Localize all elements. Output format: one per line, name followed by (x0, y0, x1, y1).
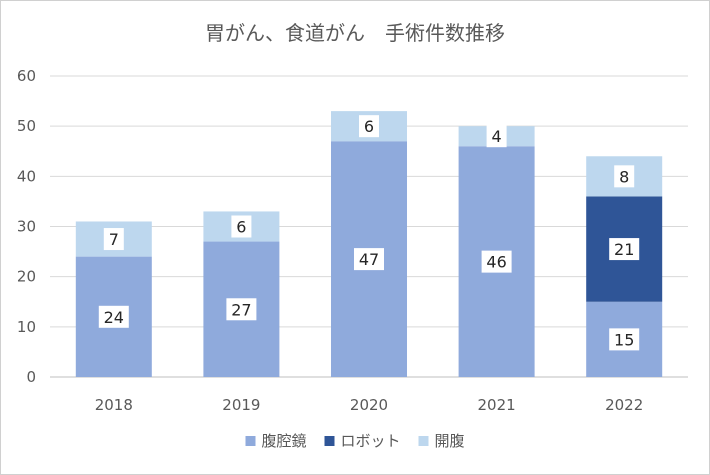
data-label: 15 (614, 330, 634, 349)
data-label: 47 (359, 250, 379, 269)
data-label: 24 (104, 308, 124, 327)
data-label: 7 (109, 230, 119, 249)
data-label: 6 (236, 218, 246, 237)
legend: 腹腔鏡 ロボット 開腹 (245, 432, 465, 450)
data-label-box (609, 238, 640, 261)
data-label-box (98, 305, 129, 328)
data-label-box (354, 248, 384, 271)
data-label: 6 (364, 117, 374, 136)
x-tick-label: 2019 (222, 396, 260, 414)
data-label: 46 (486, 253, 506, 272)
y-tick-label: 10 (17, 318, 36, 336)
y-axis-ticks: 0 10 20 30 40 50 60 (17, 67, 36, 386)
legend-item: 開腹 (418, 432, 465, 450)
data-label: 4 (492, 127, 502, 146)
y-tick-label: 60 (17, 67, 36, 85)
data-label-box (359, 115, 379, 138)
data-label-box (609, 328, 640, 351)
y-tick-label: 50 (17, 117, 36, 135)
legend-label: 開腹 (435, 432, 465, 450)
data-label: 27 (231, 300, 251, 319)
data-label-box (103, 228, 124, 251)
data-label-box (481, 250, 512, 273)
legend-label: 腹腔鏡 (262, 432, 307, 450)
legend-swatch (418, 436, 429, 446)
y-tick-label: 40 (17, 167, 36, 185)
legend-item: 腹腔鏡 (245, 432, 307, 450)
data-label-box (486, 125, 507, 148)
y-tick-label: 30 (17, 218, 36, 236)
bars: 24 7 27 6 47 6 46 4 15 21 8 (75, 111, 663, 377)
data-label: 8 (619, 167, 629, 186)
y-tick-label: 0 (26, 368, 36, 386)
x-tick-label: 2021 (478, 396, 516, 414)
x-axis-ticks: 2018 2019 2020 2021 2022 (95, 396, 644, 414)
legend-swatch (245, 436, 256, 446)
x-tick-label: 2020 (350, 396, 388, 414)
legend-swatch (324, 436, 335, 446)
legend-label: ロボット (341, 432, 401, 450)
data-label-box (226, 298, 257, 321)
x-tick-label: 2018 (95, 396, 133, 414)
x-tick-label: 2022 (605, 396, 643, 414)
chart-title: 胃がん、食道がん 手術件数推移 (205, 21, 505, 45)
y-tick-label: 20 (17, 268, 36, 286)
data-label: 21 (614, 240, 634, 259)
legend-item: ロボット (324, 432, 401, 450)
data-label-box (614, 165, 635, 188)
data-label-box (231, 215, 252, 238)
